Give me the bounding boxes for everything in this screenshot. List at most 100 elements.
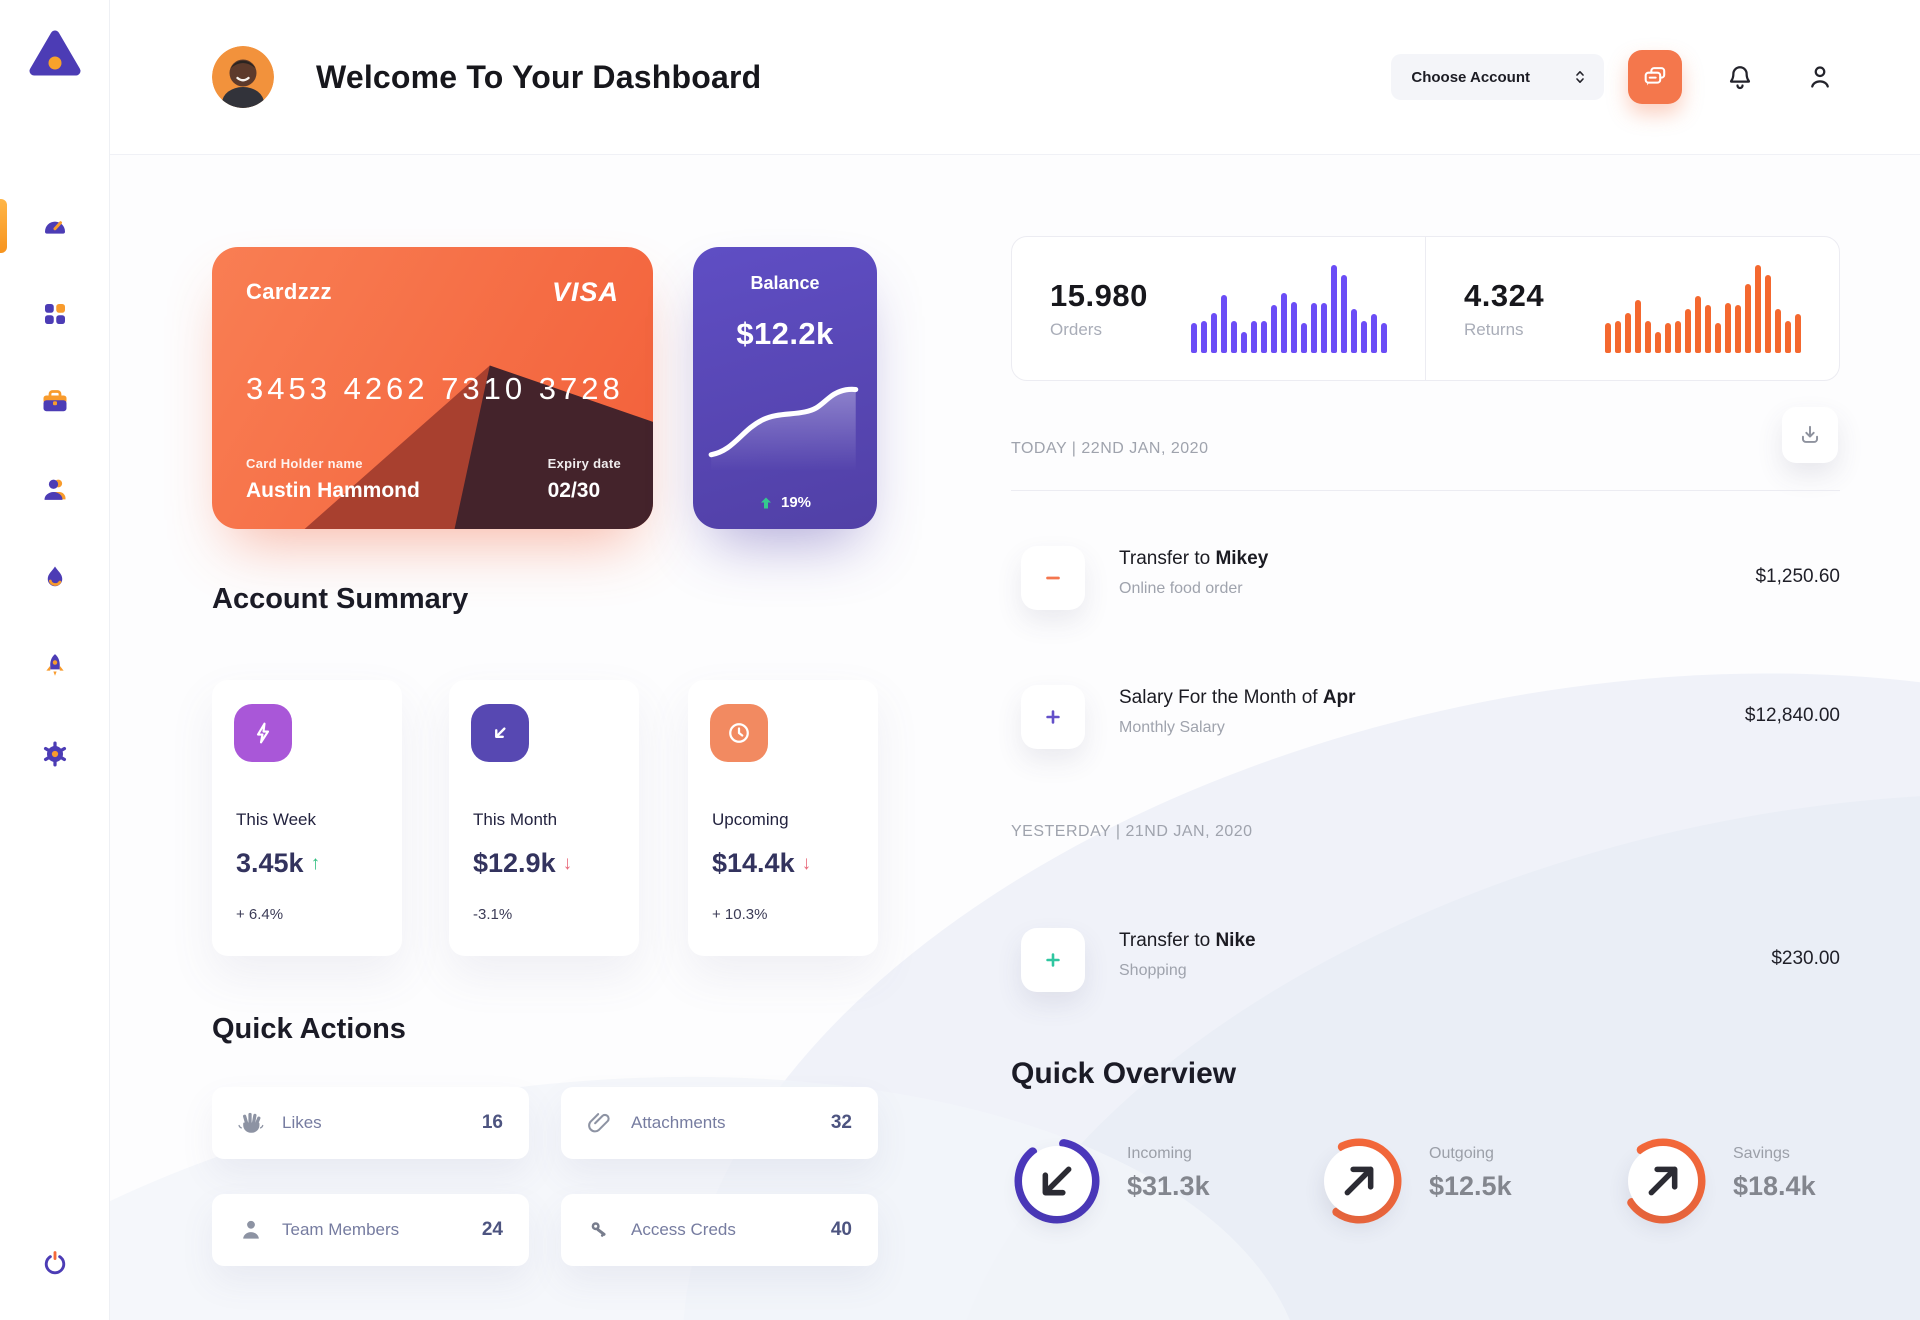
arrow-down-left-icon xyxy=(471,704,529,762)
lightning-icon xyxy=(234,704,292,762)
summary-card-upcoming: Upcoming $14.4k ↓ + 10.3% xyxy=(688,680,878,956)
balance-value: $12.2k xyxy=(736,316,834,351)
quick-action-team-members[interactable]: Team Members 24 xyxy=(212,1194,529,1266)
outgoing-donut xyxy=(1311,1133,1407,1229)
logout-button[interactable] xyxy=(0,1248,109,1280)
orders-returns-card: 15.980 Orders 4.324 Returns xyxy=(1011,236,1840,381)
date-header-yesterday: YESTERDAY | 21ND JAN, 2020 xyxy=(1011,823,1253,840)
card-expiry-label: Expiry date xyxy=(547,456,621,471)
bell-icon xyxy=(1729,66,1751,90)
sidebar-item-boost[interactable] xyxy=(0,650,109,682)
gear-icon xyxy=(43,741,66,767)
download-icon xyxy=(1801,425,1819,443)
transaction-row-nike[interactable]: Transfer to Nike Shopping $230.00 xyxy=(1011,928,1840,994)
sidebar-item-contacts[interactable] xyxy=(0,474,109,506)
card-expiry-value: 02/30 xyxy=(547,479,601,502)
summary-delta: + 10.3% xyxy=(712,906,768,923)
card-holder-label: Card Holder name xyxy=(246,456,363,471)
power-icon xyxy=(44,1251,65,1275)
overview-outgoing: Outgoing $12.5k xyxy=(1311,1133,1601,1233)
orders-label: Orders xyxy=(1050,319,1102,339)
quick-action-label: Attachments xyxy=(631,1113,726,1132)
orders-value: 15.980 xyxy=(1050,277,1148,313)
date-header-today: TODAY | 22ND JAN, 2020 xyxy=(1011,440,1209,457)
notifications-button[interactable] xyxy=(1718,55,1762,99)
trend-down-icon: ↓ xyxy=(801,852,812,874)
account-selector[interactable]: Choose Account xyxy=(1391,54,1604,100)
quick-action-likes[interactable]: Likes 16 xyxy=(212,1087,529,1159)
minus-icon xyxy=(1021,546,1085,610)
incoming-donut xyxy=(1009,1133,1105,1229)
summary-label: Upcoming xyxy=(712,810,789,829)
returns-value: 4.324 xyxy=(1464,277,1545,313)
quick-action-label: Team Members xyxy=(282,1220,400,1239)
sidebar-item-work[interactable] xyxy=(0,386,109,418)
transaction-amount: $230.00 xyxy=(1771,948,1840,969)
dashboard-content: Cardzzz VISA 3453 4262 7310 3728 Card Ho… xyxy=(110,155,1920,1320)
plus-icon xyxy=(1021,928,1085,992)
arrow-up-green-icon xyxy=(760,497,771,508)
rocket-icon xyxy=(45,654,64,676)
divider xyxy=(1011,490,1840,491)
quick-overview-title: Quick Overview xyxy=(1011,1057,1237,1090)
quick-action-label: Access Creds xyxy=(631,1220,736,1239)
arrow-up-right-icon xyxy=(1648,1166,1678,1196)
orders-stat: 15.980 Orders xyxy=(1012,237,1426,380)
grid-icon xyxy=(44,304,65,324)
clock-icon xyxy=(710,704,768,762)
logo-triangle-icon xyxy=(29,30,80,76)
overview-label: Incoming xyxy=(1127,1145,1192,1162)
transaction-row-salary[interactable]: Salary For the Month of Apr Monthly Sala… xyxy=(1011,685,1840,751)
transaction-title: Transfer to Mikey xyxy=(1119,548,1269,569)
orders-bar-chart xyxy=(1191,264,1387,353)
sidebar-item-activity[interactable] xyxy=(0,562,109,594)
sidebar-item-settings[interactable] xyxy=(0,738,109,770)
overview-incoming: Incoming $31.3k xyxy=(1009,1133,1299,1233)
sidebar-item-apps[interactable] xyxy=(0,298,109,330)
transaction-title: Salary For the Month of Apr xyxy=(1119,687,1356,708)
card-name: Cardzzz xyxy=(246,279,332,304)
quick-action-attachments[interactable]: Attachments 32 xyxy=(561,1087,878,1159)
download-button[interactable] xyxy=(1782,407,1838,463)
person-icon xyxy=(243,1220,259,1239)
plus-icon xyxy=(1021,685,1085,749)
transaction-title: Transfer to Nike xyxy=(1119,930,1256,951)
sidebar-nav xyxy=(0,199,109,826)
overview-value: $31.3k xyxy=(1127,1171,1210,1201)
summary-card-this-week: This Week 3.45k ↑ + 6.4% xyxy=(212,680,402,956)
summary-card-this-month: This Month $12.9k ↓ -3.1% xyxy=(449,680,639,956)
user-avatar[interactable] xyxy=(212,46,274,108)
balance-label: Balance xyxy=(750,273,820,293)
messages-button[interactable] xyxy=(1628,50,1682,104)
app-logo xyxy=(27,26,83,82)
overview-value: $18.4k xyxy=(1733,1171,1816,1201)
transaction-subtitle: Shopping xyxy=(1119,962,1187,979)
transaction-subtitle: Monthly Salary xyxy=(1119,719,1225,736)
quick-action-label: Likes xyxy=(282,1113,322,1132)
chevron-updown-icon xyxy=(1576,71,1584,83)
quick-action-count: 16 xyxy=(481,1112,503,1133)
balance-card: Balance $12.2k 19% xyxy=(693,247,877,529)
transaction-subtitle: Online food order xyxy=(1119,580,1243,597)
summary-delta: + 6.4% xyxy=(236,906,284,923)
transaction-row-mikey[interactable]: Transfer to Mikey Online food order $1,2… xyxy=(1011,546,1840,612)
quick-action-access-creds[interactable]: Access Creds 40 xyxy=(561,1194,878,1266)
arrow-down-left-icon xyxy=(1042,1166,1072,1196)
person-outline-icon xyxy=(1811,66,1829,88)
sidebar-item-dashboard[interactable] xyxy=(0,199,109,253)
chat-bubbles-icon xyxy=(1644,67,1666,86)
summary-value: $12.9k xyxy=(473,848,556,878)
overview-label: Outgoing xyxy=(1429,1145,1494,1162)
briefcase-icon xyxy=(43,390,66,412)
card-holder-name: Austin Hammond xyxy=(246,479,420,502)
quick-action-count: 24 xyxy=(481,1219,503,1240)
trend-up-icon: ↑ xyxy=(310,852,321,874)
paperclip-icon xyxy=(588,1113,610,1133)
balance-change: 19% xyxy=(780,494,812,511)
profile-button[interactable] xyxy=(1798,55,1842,99)
wave-hand-icon xyxy=(238,1112,264,1133)
user-icon xyxy=(44,479,65,500)
page-title: Welcome To Your Dashboard xyxy=(316,58,762,95)
overview-savings: Savings $18.4k xyxy=(1615,1133,1905,1233)
